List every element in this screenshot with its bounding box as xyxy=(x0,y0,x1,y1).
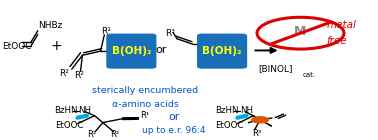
Text: up to e.r. 96:4: up to e.r. 96:4 xyxy=(142,126,206,135)
Text: +: + xyxy=(50,39,62,53)
Text: EtOOC: EtOOC xyxy=(2,42,31,51)
Text: R²: R² xyxy=(87,130,96,139)
Text: cat.: cat. xyxy=(302,72,316,78)
Circle shape xyxy=(252,117,268,123)
Text: metal: metal xyxy=(326,20,356,30)
Text: R²: R² xyxy=(59,69,69,78)
Text: R³: R³ xyxy=(165,29,175,38)
Text: B(OH)₂: B(OH)₂ xyxy=(202,46,242,56)
Text: R²: R² xyxy=(110,130,119,139)
Text: R³: R³ xyxy=(252,129,261,138)
Text: NH: NH xyxy=(79,106,91,115)
Text: α-amino acids: α-amino acids xyxy=(112,100,179,109)
FancyBboxPatch shape xyxy=(107,34,156,68)
Text: EtOOC: EtOOC xyxy=(215,121,243,130)
Text: R¹: R¹ xyxy=(141,111,150,120)
Text: BzHN: BzHN xyxy=(54,106,77,115)
Text: B(OH)₂: B(OH)₂ xyxy=(112,46,151,56)
Text: EtOOC: EtOOC xyxy=(55,121,83,130)
Text: NH: NH xyxy=(240,106,253,115)
FancyBboxPatch shape xyxy=(198,34,246,68)
Text: or: or xyxy=(155,45,166,55)
Text: free: free xyxy=(326,36,347,46)
Text: sterically encumbered: sterically encumbered xyxy=(93,86,198,95)
Text: [BINOL]: [BINOL] xyxy=(258,65,292,74)
Text: M: M xyxy=(294,25,307,38)
Text: R²: R² xyxy=(74,71,84,80)
Text: NHBz: NHBz xyxy=(38,21,62,30)
Text: R¹: R¹ xyxy=(101,27,111,36)
Text: BzHN: BzHN xyxy=(215,106,238,115)
Text: or: or xyxy=(168,112,180,122)
